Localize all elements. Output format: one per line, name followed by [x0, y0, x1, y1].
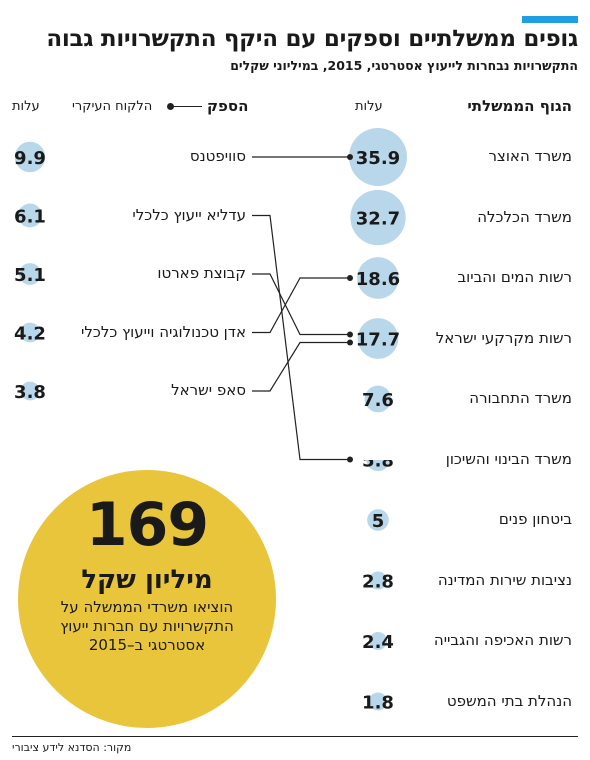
supplier-name: אדן טכנולוגיה וייעוץ כלכלי [81, 322, 246, 341]
ministry-name: משרד האוצר [488, 147, 572, 165]
ministry-name: משרד התחבורה [469, 389, 572, 407]
ministry-value-label: 5 [372, 511, 385, 532]
connector-line [252, 273, 350, 336]
ministry-name: ביטחון פנים [498, 510, 572, 528]
ministry-cost-header: עלות [355, 99, 383, 114]
ministry-name: נציבות שירות המדינה [437, 570, 572, 589]
ministry-bubble [364, 385, 392, 413]
ministry-bubble [366, 460, 390, 472]
supplier-name: קבוצת פארטו [157, 264, 246, 282]
supplier-cost-header: עלות [12, 99, 40, 114]
highlight-number: 169 [85, 490, 209, 560]
supplier-bubble [20, 381, 40, 401]
supplier-column-header: הספק [207, 97, 249, 115]
ministry-bubble [369, 692, 387, 711]
ministry-bubble [369, 632, 387, 650]
supplier-bubble [18, 203, 42, 228]
ministry-bubble [357, 318, 399, 359]
source-note: מקור: הסדנא לידע ציבורי [12, 741, 132, 754]
connector-dot [347, 154, 353, 160]
ministry-bubble [357, 257, 399, 299]
highlight-text: הוציאו משרדי הממשלה על התקשרויות עם חברו… [60, 598, 234, 654]
bubble-chart-lower: 5.8 5 2.8 2.4 1.8 [362, 460, 394, 714]
legend-dot [167, 103, 174, 110]
supplier-value-label: 3.8 [14, 382, 46, 403]
supplier-bubble [14, 141, 46, 173]
ministry-name: משרד הכלכלה [477, 207, 572, 226]
supplier-value-label: 4.2 [14, 324, 46, 345]
highlight-circle [18, 470, 276, 728]
supplier-value-label: 6.1 [14, 207, 46, 228]
ministry-bubble [369, 571, 387, 590]
legend-label: הלקוח העיקרי [72, 99, 153, 114]
ministry-bubble [349, 128, 407, 186]
chart-title: גופים ממשלתיים וספקים עם היקף התקשרויות … [46, 26, 578, 52]
supplier-value-label: 9.9 [14, 148, 46, 169]
ministry-name: רשות האכיפה והגבייה [433, 631, 572, 649]
bubble-chart: 35.9 32.7 18.6 17.7 7.6 9.9 6.1 5.1 4.2 3.8 [14, 128, 407, 463]
ministry-value-label: 1.8 [362, 693, 394, 714]
accent-bar [522, 16, 578, 23]
supplier-name: סאפ ישראל [171, 381, 246, 399]
ministry-value-label: 2.8 [362, 572, 394, 593]
supplier-name: עדליא ייעוץ כלכלי [132, 205, 246, 224]
connector-dot [347, 339, 353, 346]
ministry-name: רשות המים והביוב [457, 268, 572, 286]
ministry-name: רשות מקרקעי ישראל [435, 328, 572, 347]
ministry-value-label: 2.4 [362, 632, 394, 653]
ministry-bubble [367, 509, 389, 531]
supplier-name: סוויפטנס [189, 147, 246, 165]
ministry-name: הנהלת בתי המשפט [446, 691, 572, 710]
connector-dot [347, 331, 353, 338]
connector-dot [347, 456, 353, 463]
ministry-value-label: 35.9 [356, 148, 400, 169]
connector-line [252, 214, 350, 461]
ministry-value-label: 5.8 [362, 460, 394, 472]
connector-line [252, 277, 350, 334]
supplier-value-label: 5.1 [14, 265, 46, 286]
connector-dot [347, 275, 353, 281]
ministry-column-header: הגוף הממשלתי [467, 97, 572, 115]
supplier-bubble [19, 263, 41, 285]
legend-line [172, 106, 202, 107]
supplier-bubble [20, 322, 40, 343]
ministry-value-label: 18.6 [356, 269, 400, 290]
highlight-unit: מיליון שקל [81, 565, 213, 595]
ministry-value-label: 17.7 [356, 330, 400, 351]
bottom-rule [12, 736, 578, 737]
ministry-bubble [350, 189, 406, 246]
chart-subtitle: התקשרויות נבחרות לייעוץ אסטרטגי, 2015, ב… [230, 58, 578, 73]
ministry-name: משרד הבינוי והשיכון [445, 449, 572, 468]
ministry-value-label: 32.7 [356, 209, 400, 230]
ministry-value-label: 7.6 [362, 390, 394, 411]
connector-line [252, 341, 350, 392]
